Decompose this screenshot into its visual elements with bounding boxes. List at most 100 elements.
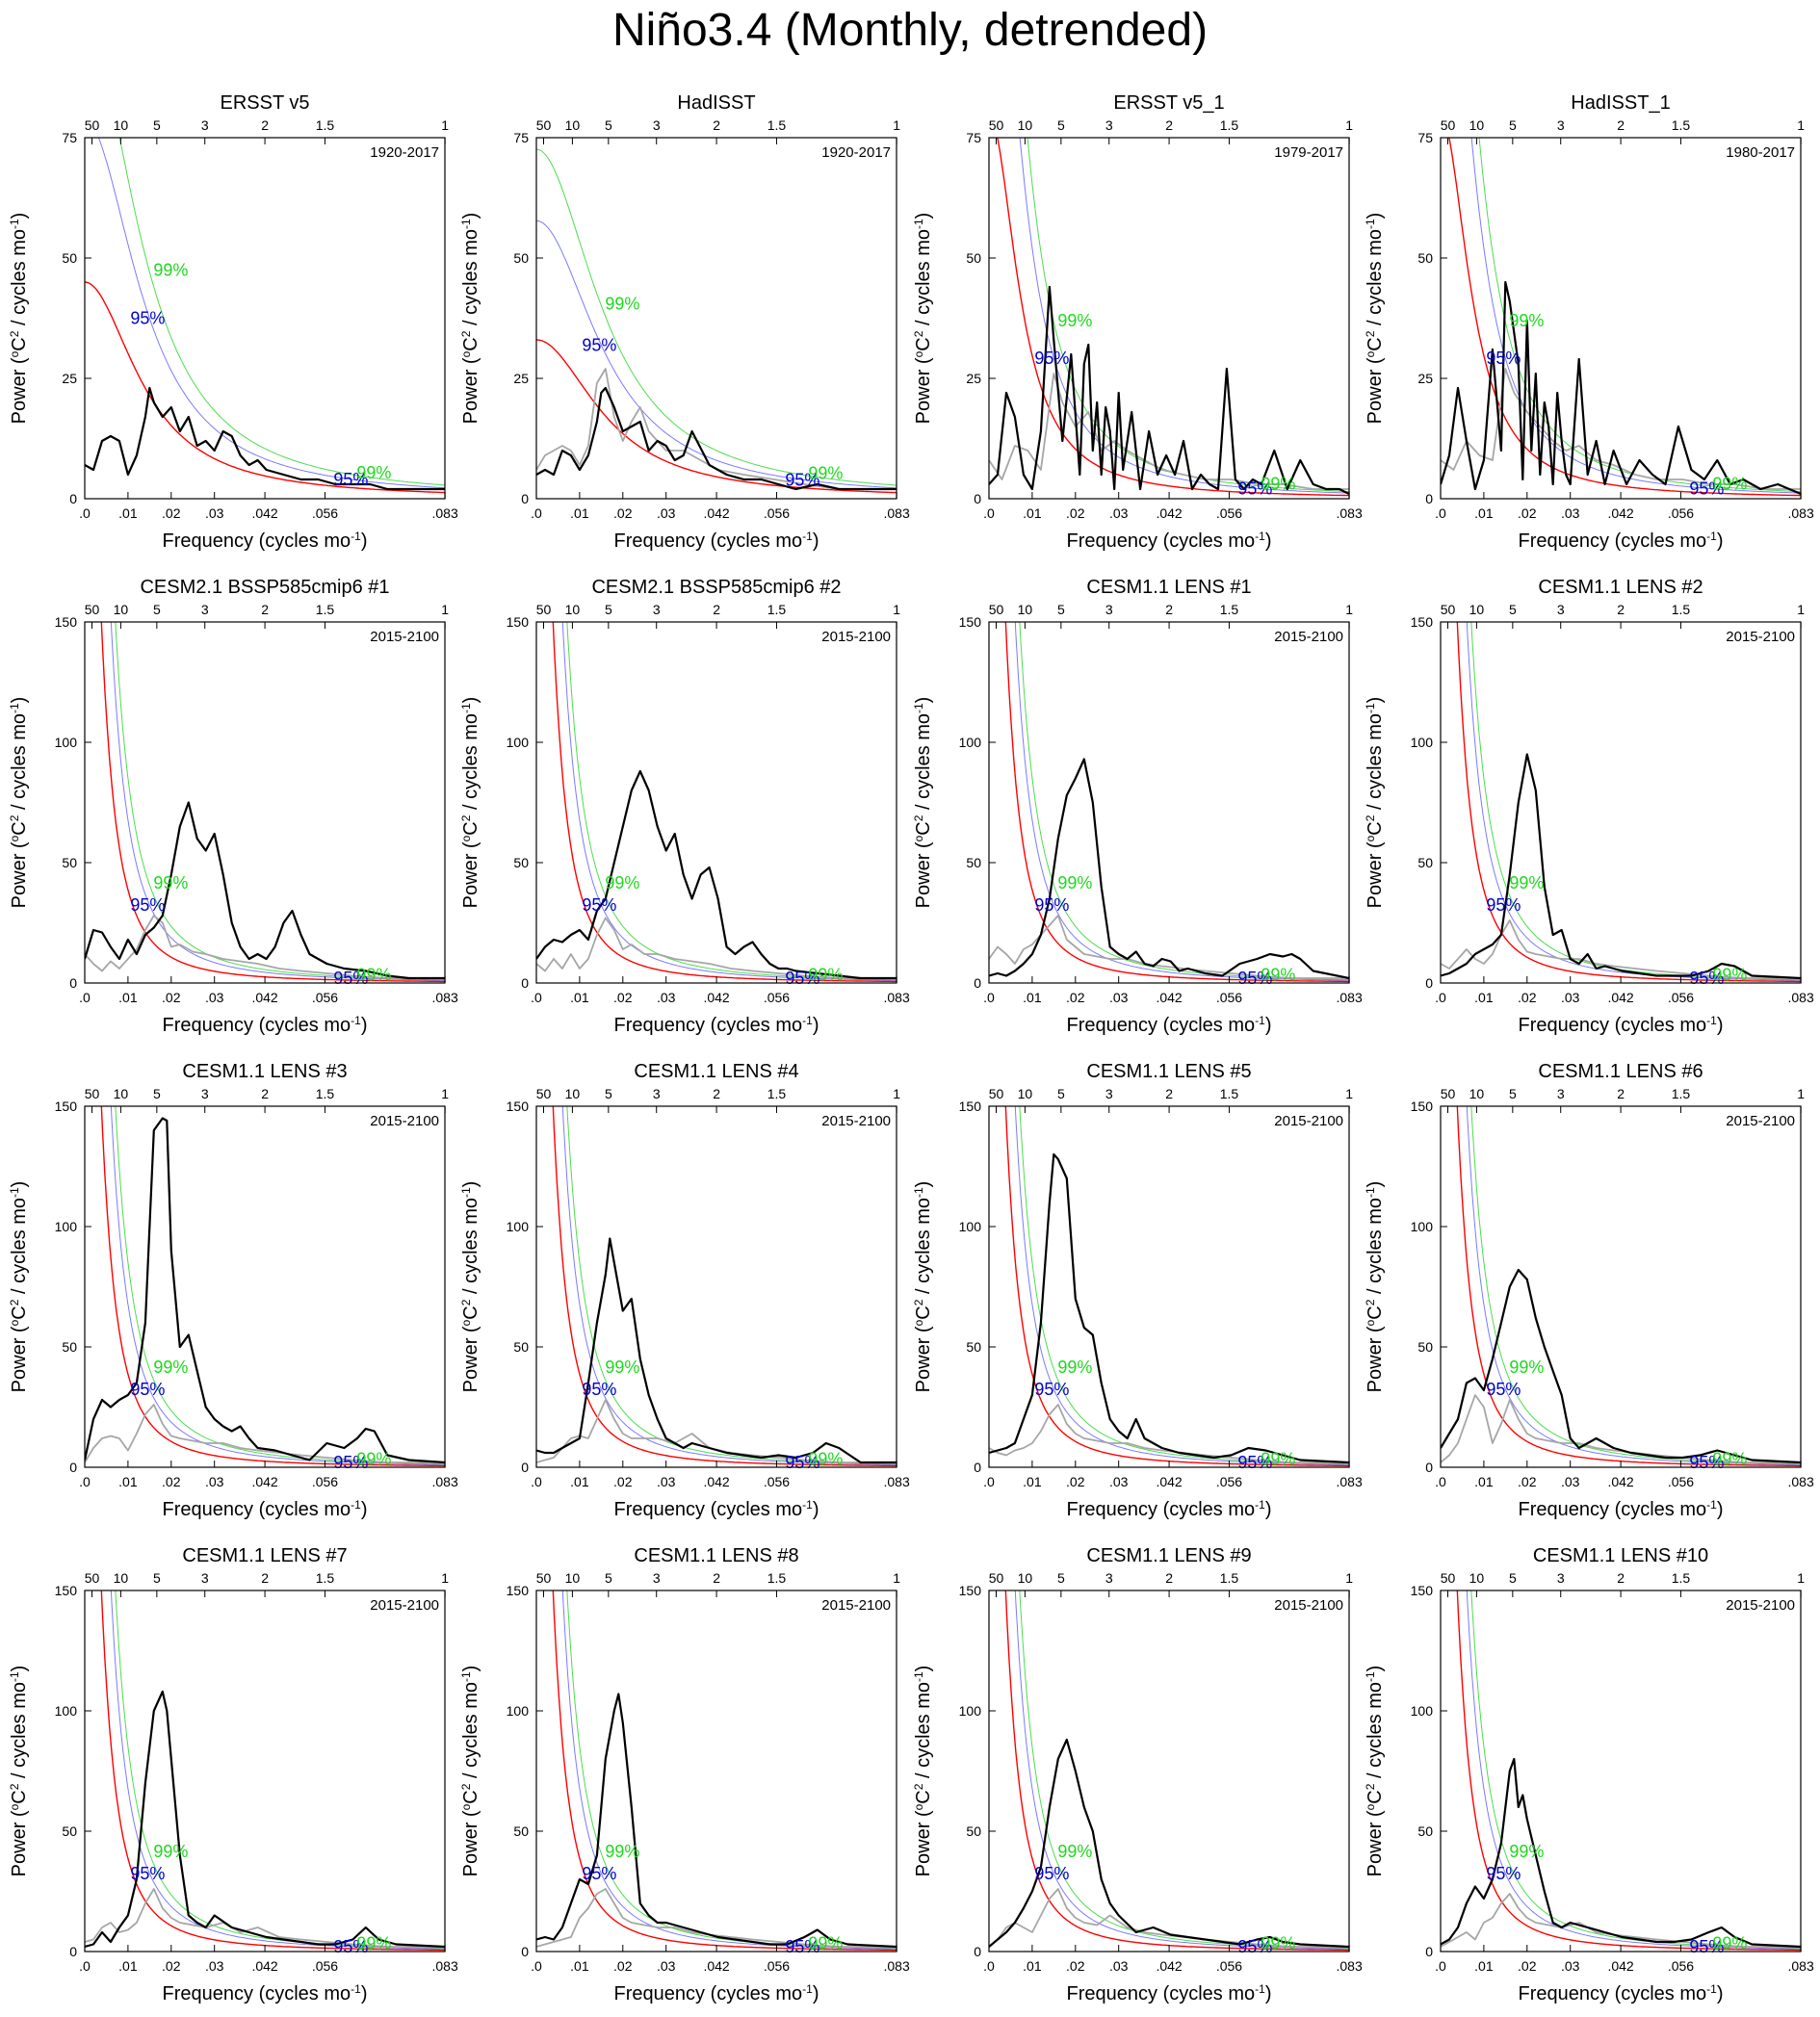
label-95: 95% xyxy=(130,309,165,328)
y-tick-label: 150 xyxy=(507,1583,530,1598)
panel-title: CESM1.1 LENS #4 xyxy=(634,1061,798,1082)
spectrum-line xyxy=(536,769,897,980)
x-tick-label: .02 xyxy=(1066,990,1085,1005)
y-tick-label: 100 xyxy=(959,1703,982,1719)
period-tick-label: 50 xyxy=(989,1570,1004,1586)
plot-frame xyxy=(535,1590,897,1952)
y-axis-label: Power (oC2 / cycles mo-1) xyxy=(912,1666,934,1877)
sig95-curve xyxy=(110,1106,445,1465)
y-axis-label: Power (oC2 / cycles mo-1) xyxy=(1364,1666,1386,1877)
x-tick-label: .0 xyxy=(983,1958,995,1974)
x-tick-label: .0 xyxy=(1435,990,1446,1005)
x-tick-label: .042 xyxy=(703,990,729,1005)
x-tick-label: .03 xyxy=(1561,1958,1580,1974)
x-tick-label: .02 xyxy=(1518,990,1537,1005)
period-tick-label: 3 xyxy=(1557,602,1565,617)
label-99: 99% xyxy=(356,463,391,482)
period-label: 2015-2100 xyxy=(370,629,439,645)
period-tick-label: 3 xyxy=(1105,602,1113,617)
y-tick-label: 100 xyxy=(55,1219,78,1234)
period-tick-label: 3 xyxy=(201,1086,209,1101)
x-tick-label: .083 xyxy=(1788,1474,1814,1489)
reference-spectrum-line xyxy=(536,368,897,490)
x-tick-label: .042 xyxy=(1156,990,1182,1005)
x-tick-label: .02 xyxy=(613,990,633,1005)
period-tick-label: 2 xyxy=(261,602,269,617)
x-tick-label: .01 xyxy=(118,505,138,521)
chart-panel: CESM1.1 LENS #1095%99%95%99%2015-2100.0.… xyxy=(1364,1545,1814,2004)
y-tick-label: 50 xyxy=(1417,1339,1433,1355)
period-tick-label: 5 xyxy=(605,1570,612,1586)
y-tick-label: 150 xyxy=(1411,1099,1434,1114)
label-99: 99% xyxy=(1261,1934,1295,1953)
x-tick-label: .01 xyxy=(118,1958,138,1974)
spectrum-line xyxy=(1441,1268,1801,1464)
x-tick-label: .03 xyxy=(657,990,676,1005)
plot-frame xyxy=(1440,621,1802,984)
x-tick-label: .056 xyxy=(312,1958,338,1974)
x-tick-label: .02 xyxy=(1066,1958,1085,1974)
period-tick-label: 1 xyxy=(441,1570,449,1586)
x-tick-label: .03 xyxy=(1561,1474,1580,1489)
panel-title: ERSST v5_1 xyxy=(1113,92,1224,114)
x-tick-label: .03 xyxy=(657,1958,676,1974)
x-tick-label: .01 xyxy=(118,990,138,1005)
sig95-curve xyxy=(561,1106,897,1465)
period-label: 2015-2100 xyxy=(1726,1597,1795,1614)
x-tick-label: .083 xyxy=(1337,1958,1363,1974)
period-tick-label: 5 xyxy=(1509,117,1517,133)
period-tick-label: 1.5 xyxy=(1672,1086,1691,1101)
x-tick-label: .042 xyxy=(251,1474,277,1489)
label-95: 95% xyxy=(1034,895,1069,915)
y-tick-label: 150 xyxy=(507,1099,530,1114)
x-tick-label: .03 xyxy=(1109,1958,1129,1974)
y-tick-label: 0 xyxy=(69,975,77,991)
x-tick-label: .083 xyxy=(884,505,910,521)
period-tick-label: 1.5 xyxy=(1220,1086,1239,1101)
period-tick-label: 10 xyxy=(114,1570,129,1586)
sig95-curve xyxy=(1019,138,1349,494)
period-tick-label: 1 xyxy=(1797,602,1805,617)
period-tick-label: 5 xyxy=(1057,1086,1065,1101)
x-tick-label: .03 xyxy=(1109,990,1129,1005)
y-tick-label: 50 xyxy=(1417,250,1433,266)
label-95: 95% xyxy=(582,335,616,354)
x-tick-label: .0 xyxy=(79,505,91,521)
period-tick-label: 10 xyxy=(114,117,129,133)
x-tick-label: .083 xyxy=(432,990,458,1005)
x-axis-label: Frequency (cycles mo-1) xyxy=(163,1014,368,1036)
y-axis-label: Power (oC2 / cycles mo-1) xyxy=(459,213,481,425)
label-99: 99% xyxy=(1261,966,1295,985)
y-tick-label: 100 xyxy=(1411,735,1434,750)
label-99: 99% xyxy=(1509,311,1544,330)
y-tick-label: 25 xyxy=(966,371,981,386)
x-tick-label: .056 xyxy=(312,505,338,521)
period-tick-label: 10 xyxy=(565,1086,581,1101)
y-tick-label: 0 xyxy=(974,1944,981,1959)
x-tick-label: .01 xyxy=(1474,505,1494,521)
period-tick-label: 2 xyxy=(261,1570,269,1586)
period-tick-label: 1 xyxy=(1797,1086,1805,1101)
plot-frame xyxy=(84,621,446,984)
chart-panel: CESM1.1 LENS #595%99%95%99%2015-2100.0.0… xyxy=(912,1061,1363,1520)
sig99-curve xyxy=(536,148,897,486)
spectrum-line xyxy=(536,1237,897,1464)
red-noise-curve xyxy=(997,138,1349,497)
plot-area xyxy=(85,622,445,983)
y-tick-label: 50 xyxy=(513,1339,529,1355)
panel-title: CESM1.1 LENS #1 xyxy=(1086,577,1251,598)
x-tick-label: .042 xyxy=(1607,1958,1633,1974)
period-tick-label: 3 xyxy=(201,602,209,617)
period-tick-label: 1 xyxy=(1797,1570,1805,1586)
period-label: 2015-2100 xyxy=(1274,1113,1343,1129)
x-tick-label: .042 xyxy=(251,1958,277,1974)
period-label: 2015-2100 xyxy=(1726,1113,1795,1129)
period-tick-label: 5 xyxy=(1509,1570,1517,1586)
label-99: 99% xyxy=(808,464,843,483)
period-tick-label: 1.5 xyxy=(767,602,787,617)
y-tick-label: 100 xyxy=(507,1219,530,1234)
y-tick-label: 50 xyxy=(513,250,529,266)
label-95: 95% xyxy=(1689,478,1724,498)
period-tick-label: 50 xyxy=(1441,602,1456,617)
